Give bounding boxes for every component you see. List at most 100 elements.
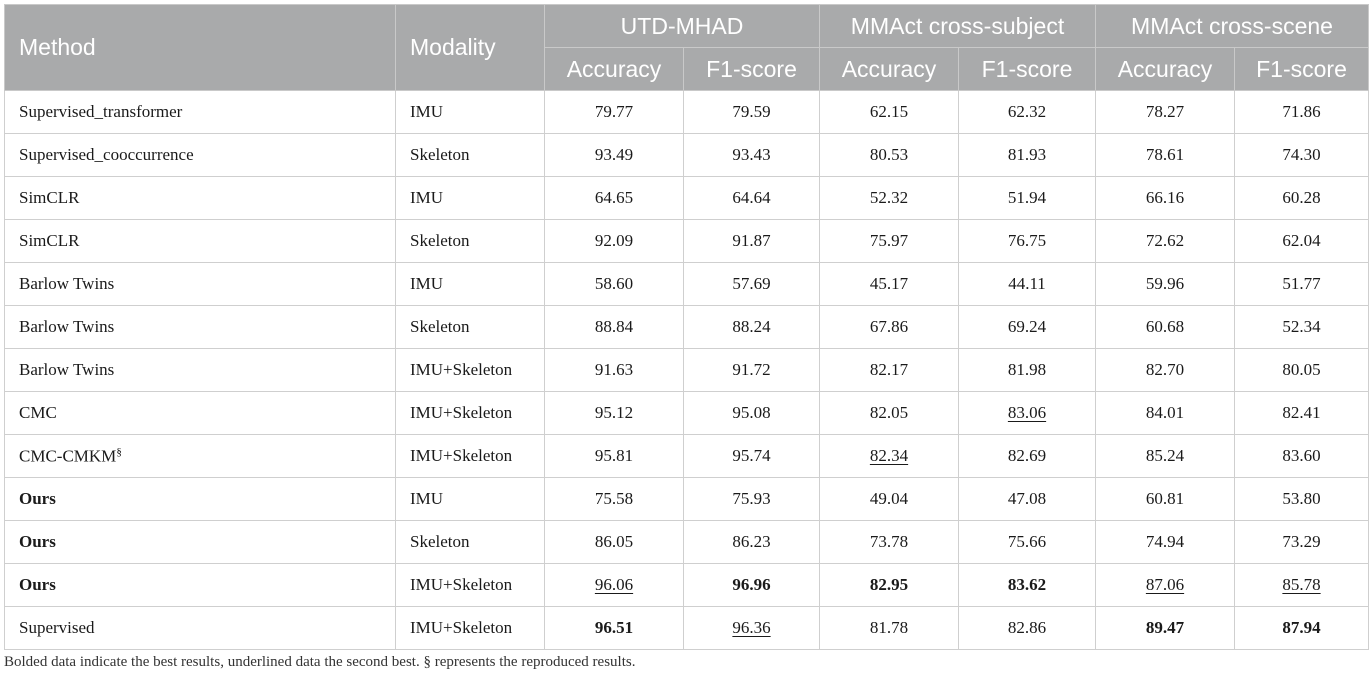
value-text: 91.63: [594, 360, 634, 379]
value-text: 44.11: [1008, 274, 1046, 293]
value-text: 86.23: [732, 532, 771, 551]
modality-cell: IMU+Skeleton: [395, 434, 545, 478]
value-text: 82.70: [1145, 360, 1185, 379]
method-name: Supervised_cooccurrence: [19, 145, 194, 164]
value-cell: 86.05: [544, 520, 684, 564]
value-text: 87.94: [1282, 618, 1321, 637]
value-text: 78.27: [1145, 102, 1185, 121]
value-text: 91.72: [732, 360, 771, 379]
method-name: SimCLR: [19, 231, 80, 250]
modality-cell: Skeleton: [395, 219, 545, 263]
value-cell: 75.93: [683, 477, 820, 521]
modality-cell: IMU: [395, 262, 545, 306]
value-text: 96.06: [594, 575, 634, 594]
value-text: 62.15: [869, 102, 909, 121]
header-scene-f1: F1-score: [1234, 47, 1369, 91]
method-cell: Supervised_cooccurrence: [4, 133, 396, 177]
value-cell: 75.97: [819, 219, 959, 263]
value-text: 88.24: [732, 317, 771, 336]
value-cell: 91.72: [683, 348, 820, 392]
value-cell: 52.34: [1234, 305, 1369, 349]
value-cell: 64.64: [683, 176, 820, 220]
value-cell: 82.86: [958, 606, 1096, 650]
value-text: 47.08: [1007, 489, 1047, 508]
value-cell: 49.04: [819, 477, 959, 521]
value-text: 88.84: [594, 317, 634, 336]
value-text: 87.06: [1145, 575, 1185, 594]
value-cell: 78.61: [1095, 133, 1235, 177]
value-cell: 69.24: [958, 305, 1096, 349]
modality-cell: IMU+Skeleton: [395, 391, 545, 435]
value-text: 85.24: [1145, 446, 1185, 465]
value-cell: 60.68: [1095, 305, 1235, 349]
value-text: 66.16: [1145, 188, 1185, 207]
value-cell: 95.74: [683, 434, 820, 478]
header-mmact-cross-subject: MMAct cross-subject: [819, 4, 1096, 48]
value-cell: 53.80: [1234, 477, 1369, 521]
value-text: 51.77: [1282, 274, 1321, 293]
value-text: 60.68: [1145, 317, 1185, 336]
value-cell: 86.23: [683, 520, 820, 564]
value-cell: 51.77: [1234, 262, 1369, 306]
modality-cell: IMU: [395, 90, 545, 134]
table-row: CMC-CMKM§ IMU+Skeleton 95.81 95.74 82.34 82.6…: [4, 434, 1369, 478]
value-cell: 64.65: [544, 176, 684, 220]
table-row: SimCLR Skeleton 92.09 91.87 75.97 76.75 72.62 6…: [4, 219, 1369, 263]
modality-cell: IMU: [395, 477, 545, 521]
modality-cell: IMU: [395, 176, 545, 220]
method-cell: CMC-CMKM§: [4, 434, 396, 478]
value-cell: 95.81: [544, 434, 684, 478]
value-cell: 85.24: [1095, 434, 1235, 478]
method-cell: Barlow Twins: [4, 262, 396, 306]
method-cell: SimCLR: [4, 219, 396, 263]
value-text: 95.74: [732, 446, 771, 465]
value-cell: 96.36: [683, 606, 820, 650]
method-name: Barlow Twins: [19, 274, 115, 293]
value-text: 93.49: [594, 145, 634, 164]
value-cell: 62.15: [819, 90, 959, 134]
method-cell: Ours: [4, 563, 396, 607]
table-row: Supervised_transformer IMU 79.77 79.59 62.15…: [4, 90, 1369, 134]
value-text: 83.60: [1282, 446, 1321, 465]
value-cell: 82.34: [819, 434, 959, 478]
value-cell: 44.11: [958, 262, 1096, 306]
value-cell: 79.77: [544, 90, 684, 134]
value-cell: 93.43: [683, 133, 820, 177]
value-text: 73.29: [1282, 532, 1321, 551]
method-name: CMC-CMKM: [19, 446, 117, 466]
value-cell: 82.70: [1095, 348, 1235, 392]
value-cell: 45.17: [819, 262, 959, 306]
modality-cell: IMU+Skeleton: [395, 563, 545, 607]
header-utd-f1: F1-score: [683, 47, 820, 91]
value-text: 95.08: [732, 403, 771, 422]
value-text: 85.78: [1282, 575, 1321, 594]
value-cell: 82.95: [819, 563, 959, 607]
value-cell: 91.87: [683, 219, 820, 263]
value-text: 67.86: [869, 317, 909, 336]
modality-cell: IMU+Skeleton: [395, 606, 545, 650]
value-text: 52.32: [869, 188, 909, 207]
value-text: 60.28: [1282, 188, 1321, 207]
value-text: 62.04: [1282, 231, 1321, 250]
table-row: Ours IMU+Skeleton 96.06 96.96 82.95 83.62 87.0…: [4, 563, 1369, 607]
value-text: 73.78: [869, 532, 909, 551]
value-text: 83.06: [1007, 403, 1047, 422]
value-cell: 96.06: [544, 563, 684, 607]
method-cell: Ours: [4, 477, 396, 521]
header-modality: Modality: [395, 4, 545, 91]
value-text: 75.93: [732, 489, 771, 508]
value-cell: 82.05: [819, 391, 959, 435]
method-name: Barlow Twins: [19, 317, 115, 336]
method-name: Ours: [19, 532, 56, 551]
value-text: 81.78: [869, 618, 909, 637]
header-method: Method: [4, 4, 396, 91]
value-text: 64.65: [594, 188, 634, 207]
value-text: 45.17: [869, 274, 909, 293]
value-text: 52.34: [1282, 317, 1321, 336]
method-cell: Supervised: [4, 606, 396, 650]
method-cell: Barlow Twins: [4, 348, 396, 392]
value-text: 76.75: [1007, 231, 1047, 250]
value-cell: 83.60: [1234, 434, 1369, 478]
table-row: Barlow Twins Skeleton 88.84 88.24 67.86 69.24…: [4, 305, 1369, 349]
value-cell: 83.62: [958, 563, 1096, 607]
